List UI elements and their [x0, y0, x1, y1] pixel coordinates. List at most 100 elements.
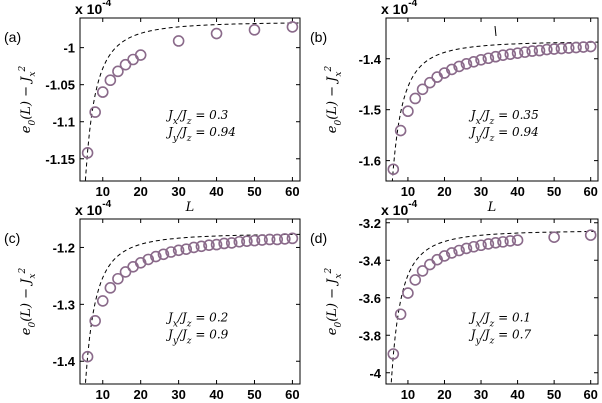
data-point [157, 248, 170, 261]
data-point [460, 58, 473, 70]
x-tick-label: 60 [583, 184, 597, 199]
data-point [248, 24, 261, 36]
plot-frame [385, 17, 599, 182]
annotation-jy-jz: Jy/Jz = 0.7 [468, 327, 532, 346]
data-point [467, 56, 480, 68]
data-point [81, 350, 94, 363]
x-tick-label: 10 [401, 184, 415, 199]
chart-panel-1: 10 20 30 40 50 60 -1.15 -1.1 -1.05 -1 x 10-4 (a) Le0… [4, 0, 301, 215]
data-point [225, 237, 238, 249]
x-tick-label: 40 [510, 184, 524, 199]
x-tick-label: 50 [247, 387, 261, 402]
x-tick-label: 20 [437, 387, 451, 402]
y-tick-label: -1.2 [53, 240, 75, 255]
x-axis-label: L [487, 200, 497, 215]
fit-curve [390, 230, 598, 384]
axis-multiplier: x 10-4 [75, 199, 112, 218]
data-point [165, 246, 177, 258]
data-point [584, 40, 597, 53]
data-point [467, 240, 480, 253]
annotation-jx-jz: Jx/Jz = 0.2 [165, 310, 228, 329]
y-tick-label: -1.5 [359, 103, 381, 118]
data-point [562, 42, 575, 54]
data-point [555, 42, 568, 55]
data-point [438, 250, 451, 262]
x-tick-label: 30 [474, 387, 488, 402]
data-point [416, 265, 429, 277]
y-tick-label: -4 [369, 366, 381, 381]
data-point [416, 83, 429, 96]
chart-panel-3: 10 20 30 40 50 60 -1.4 -1.3 -1.2 x 10-4 (c) Le0(L) … [4, 199, 301, 402]
data-point [96, 86, 109, 98]
data-point [489, 237, 502, 249]
data-point [203, 239, 215, 251]
y-tick-label: -1.05 [45, 78, 75, 93]
x-tick-label: 30 [171, 387, 185, 402]
data-point [256, 234, 268, 246]
data-point [104, 282, 117, 294]
data-point [150, 250, 162, 263]
x-tick-label: 20 [133, 184, 147, 199]
axis-multiplier: x 10-4 [75, 0, 112, 17]
y-axis-label: e0(L) − Jx2 [324, 66, 344, 134]
data-point [195, 240, 208, 253]
data-point [519, 46, 531, 58]
data-point [142, 253, 155, 266]
y-axis-label: e0(L) − Jx2 [324, 268, 344, 336]
data-point [489, 50, 502, 63]
annotation-jy-jz: Jy/Jz = 0.9 [165, 327, 229, 346]
data-point [475, 239, 487, 252]
annotation-jy-jz: Jy/Jz = 0.94 [468, 125, 539, 144]
data-point [127, 53, 139, 66]
data-point [112, 65, 124, 78]
axis-multiplier: x 10-4 [381, 0, 418, 17]
panel-label: (c) [4, 230, 20, 246]
x-tick-label: 10 [96, 184, 110, 199]
x-tick-label: 40 [209, 184, 223, 199]
y-tick-label: -1.6 [359, 154, 381, 169]
data-point [248, 234, 261, 247]
x-tick-label: 40 [209, 387, 223, 402]
x-tick-label: 50 [547, 184, 561, 199]
data-point [187, 241, 200, 254]
fit-curve [84, 22, 300, 181]
data-point [445, 247, 458, 259]
data-point [286, 21, 299, 33]
data-point [482, 52, 495, 65]
x-tick-label: 50 [247, 184, 261, 199]
x-tick-label: 60 [583, 387, 597, 402]
y-axis-label: e0(L) − Jx2 [18, 268, 38, 336]
data-point [271, 233, 284, 246]
data-point [134, 49, 147, 61]
x-tick-label: 40 [510, 387, 524, 402]
y-tick-label: -1.15 [45, 152, 75, 167]
x-tick-label: 60 [285, 387, 299, 402]
data-point [172, 35, 185, 47]
data-point [497, 236, 509, 248]
data-point [394, 124, 407, 137]
data-point [526, 45, 539, 57]
x-tick-label: 60 [285, 184, 299, 199]
data-point [104, 74, 117, 87]
data-point [286, 232, 299, 245]
data-point [409, 92, 422, 105]
plot-frame [79, 218, 301, 385]
data-point [548, 43, 560, 55]
y-tick-label: -1.3 [53, 297, 75, 312]
data-point [541, 43, 553, 56]
data-point [460, 242, 473, 255]
data-point [387, 348, 400, 360]
panel-label: (b) [310, 29, 327, 45]
y-tick-label: -1 [63, 41, 75, 56]
annotation-jy-jz: Jy/Jz = 0.94 [165, 125, 236, 144]
panel-label: (d) [310, 230, 327, 246]
data-point [233, 235, 246, 248]
data-point [279, 233, 291, 245]
axis-multiplier: x 10-4 [381, 199, 418, 218]
data-point [453, 60, 465, 73]
x-tick-label: 10 [96, 387, 110, 402]
data-point [497, 49, 509, 61]
data-point [577, 41, 590, 53]
data-point [263, 233, 276, 246]
annotation-jx-jz: Jx/Jz = 0.35 [468, 108, 539, 127]
